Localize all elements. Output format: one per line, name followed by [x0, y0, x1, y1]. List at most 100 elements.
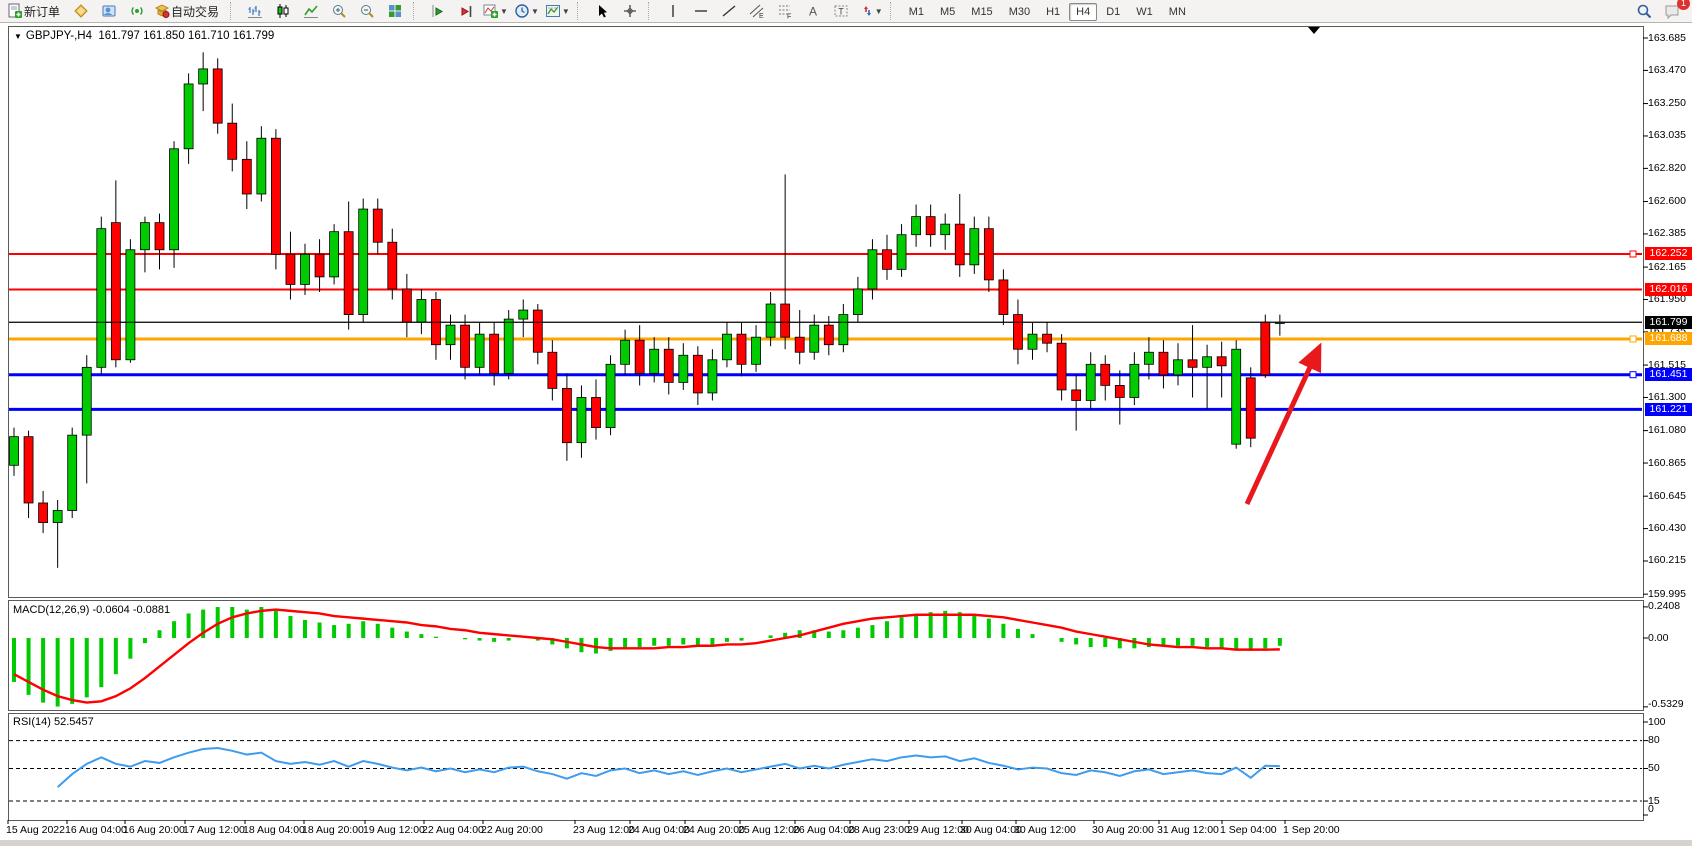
- data-window-button[interactable]: [95, 0, 123, 23]
- crosshair-icon: [623, 5, 636, 17]
- indicators-button[interactable]: ▼: [480, 0, 511, 23]
- svg-text:F: F: [787, 14, 791, 20]
- price-tick-label: 162.820: [1648, 161, 1686, 174]
- text-button[interactable]: A: [799, 0, 827, 23]
- line-chart-button[interactable]: [297, 0, 325, 23]
- time-axis-label: 29 Aug 12:00: [907, 824, 969, 836]
- zoom-in-button[interactable]: [325, 0, 353, 23]
- macd-pane[interactable]: [8, 600, 1644, 711]
- price-chart-pane[interactable]: [8, 26, 1644, 598]
- bar-chart-button[interactable]: [241, 0, 269, 23]
- price-tick-label: 163.035: [1648, 129, 1686, 142]
- toolbar-separator: [647, 2, 656, 20]
- timeframe-m30[interactable]: M30: [1008, 5, 1031, 18]
- periods-button[interactable]: ▼: [511, 0, 542, 23]
- time-axis-label: 23 Aug 12:00: [573, 824, 635, 836]
- trendline-button[interactable]: [715, 0, 743, 23]
- auto-scroll-button[interactable]: [452, 0, 480, 23]
- periods-icon: [515, 4, 529, 18]
- time-axis-label: 19 Aug 12:00: [363, 824, 425, 836]
- time-axis-label: 30 Aug 20:00: [1092, 824, 1154, 836]
- rsi-tick-label: 15: [1648, 794, 1660, 807]
- price-tick-label: 161.300: [1648, 390, 1686, 403]
- level-price-badge: 161.688: [1645, 332, 1692, 346]
- macd-label: MACD(12,26,9) -0.0604 -0.0881: [13, 604, 171, 616]
- market-watch-icon: [74, 4, 88, 18]
- timeframe-group: M1 M5 M15 M30 H1 H4 D1 W1 MN: [901, 2, 1194, 21]
- candlestick-chart-button[interactable]: [269, 0, 297, 23]
- window-bottom-strip: [0, 840, 1692, 846]
- notifications-button[interactable]: 1: [1658, 0, 1690, 23]
- trendline-icon: [722, 5, 736, 17]
- timeframe-w1[interactable]: W1: [1136, 5, 1153, 18]
- equidistant-channel-button[interactable]: E: [743, 0, 771, 23]
- new-order-button[interactable]: 新订单: [4, 0, 67, 23]
- tile-windows-button[interactable]: [381, 0, 409, 23]
- ohlc-close: 161.799: [232, 30, 275, 42]
- notification-badge: 1: [1677, 0, 1690, 10]
- price-tick-label: 160.215: [1648, 554, 1686, 567]
- fibonacci-button[interactable]: F: [771, 0, 799, 23]
- timeframe-mn[interactable]: MN: [1168, 5, 1186, 18]
- toolbar-separator: [576, 2, 585, 20]
- time-axis-label: 22 Aug 20:00: [481, 824, 543, 836]
- zoom-out-icon: [361, 5, 374, 18]
- crosshair-button[interactable]: [616, 0, 644, 23]
- time-axis-label: 16 Aug 20:00: [123, 824, 185, 836]
- ohlc-low: 161.710: [187, 30, 230, 42]
- auto-scroll-icon: [461, 6, 472, 17]
- chart-title[interactable]: ▼ GBPJPY-,H4 161.797 161.850 161.710 161…: [14, 30, 274, 42]
- cursor-icon: [598, 5, 607, 18]
- toolbar-separator: [230, 2, 238, 20]
- templates-button[interactable]: ▼: [542, 0, 573, 23]
- level-price-badge: 162.016: [1645, 283, 1692, 297]
- signal-button[interactable]: [123, 0, 151, 23]
- time-axis-label: 15 Aug 2022: [6, 824, 65, 836]
- time-axis-label: 16 Aug 04:00: [65, 824, 127, 836]
- timeframe-d1[interactable]: D1: [1106, 5, 1121, 18]
- search-icon: [1637, 4, 1651, 18]
- price-tick-label: 161.515: [1648, 358, 1686, 371]
- price-tick-label: 162.165: [1648, 260, 1686, 273]
- time-axis-label: 28 Aug 23:00: [848, 824, 910, 836]
- rsi-value: 52.5457: [53, 716, 94, 728]
- rsi-tick-label: 0: [1648, 802, 1654, 815]
- rsi-label: RSI(14) 52.5457: [13, 716, 94, 728]
- text-label-button[interactable]: T: [827, 0, 855, 23]
- horizontal-line-button[interactable]: [687, 0, 715, 23]
- toolbar-separator: [413, 2, 421, 20]
- templates-icon: [545, 5, 560, 17]
- timeframe-h1[interactable]: H1: [1046, 5, 1061, 18]
- market-watch-button[interactable]: [67, 0, 95, 23]
- price-tick-label: 160.865: [1648, 456, 1686, 469]
- zoom-in-icon: [333, 5, 346, 18]
- autotrading-button[interactable]: 自动交易: [151, 0, 226, 23]
- bar-chart-icon: [248, 6, 263, 18]
- macd-tick-label: -0.5329: [1648, 697, 1684, 710]
- toolbar: 新订单 自动交易: [0, 0, 1692, 23]
- rsi-tick-label: 50: [1648, 762, 1660, 774]
- svg-text:T: T: [838, 7, 844, 17]
- signal-icon: [131, 7, 143, 15]
- rsi-pane[interactable]: [8, 713, 1644, 821]
- zoom-out-button[interactable]: [353, 0, 381, 23]
- timeframe-m1[interactable]: M1: [908, 5, 924, 18]
- toolbar-right: 1: [1630, 0, 1690, 23]
- timeframe-h4[interactable]: H4: [1069, 2, 1098, 21]
- level-price-badge: 162.252: [1645, 247, 1692, 261]
- price-tick-label: 163.470: [1648, 63, 1686, 76]
- cursor-button[interactable]: [588, 0, 616, 23]
- vertical-line-icon: [672, 5, 674, 17]
- timeframe-m5[interactable]: M5: [940, 5, 956, 18]
- timeframe-m15[interactable]: M15: [971, 5, 993, 18]
- autotrading-icon: [154, 4, 170, 18]
- vertical-line-button[interactable]: [659, 0, 687, 23]
- arrows-button[interactable]: ▼: [855, 0, 886, 23]
- time-axis-label: 25 Aug 12:00: [738, 824, 800, 836]
- price-tick-label: 160.430: [1648, 522, 1686, 535]
- new-order-icon: [8, 3, 22, 18]
- search-button[interactable]: [1630, 0, 1658, 23]
- chart-shift-button[interactable]: [424, 0, 452, 23]
- ohlc-open: 161.797: [98, 30, 140, 42]
